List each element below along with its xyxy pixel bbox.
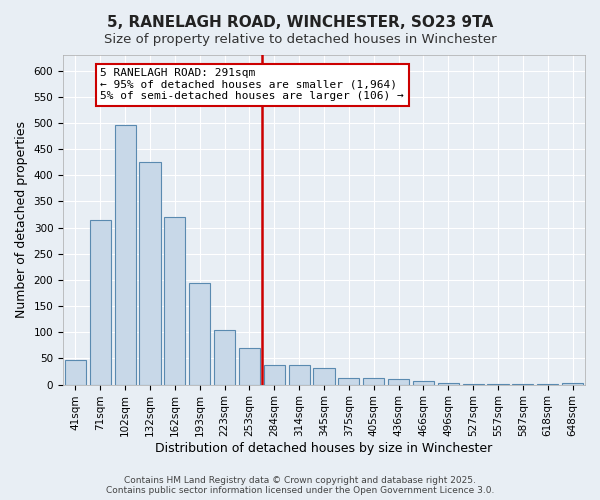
Bar bbox=[388, 380, 409, 384]
Bar bbox=[562, 382, 583, 384]
Bar bbox=[90, 220, 111, 384]
Bar bbox=[338, 378, 359, 384]
Bar bbox=[313, 368, 335, 384]
Bar bbox=[264, 364, 285, 384]
Bar bbox=[115, 124, 136, 384]
Bar bbox=[164, 217, 185, 384]
Text: 5 RANELAGH ROAD: 291sqm
← 95% of detached houses are smaller (1,964)
5% of semi-: 5 RANELAGH ROAD: 291sqm ← 95% of detache… bbox=[100, 68, 404, 102]
Bar bbox=[65, 360, 86, 384]
Text: Contains HM Land Registry data © Crown copyright and database right 2025.
Contai: Contains HM Land Registry data © Crown c… bbox=[106, 476, 494, 495]
Bar bbox=[363, 378, 384, 384]
Text: Size of property relative to detached houses in Winchester: Size of property relative to detached ho… bbox=[104, 32, 496, 46]
Bar bbox=[189, 282, 210, 384]
Bar bbox=[438, 382, 459, 384]
Text: 5, RANELAGH ROAD, WINCHESTER, SO23 9TA: 5, RANELAGH ROAD, WINCHESTER, SO23 9TA bbox=[107, 15, 493, 30]
Bar bbox=[289, 365, 310, 384]
Bar bbox=[413, 381, 434, 384]
Bar bbox=[239, 348, 260, 385]
Bar bbox=[214, 330, 235, 384]
Y-axis label: Number of detached properties: Number of detached properties bbox=[15, 122, 28, 318]
Bar bbox=[139, 162, 161, 384]
X-axis label: Distribution of detached houses by size in Winchester: Distribution of detached houses by size … bbox=[155, 442, 493, 455]
